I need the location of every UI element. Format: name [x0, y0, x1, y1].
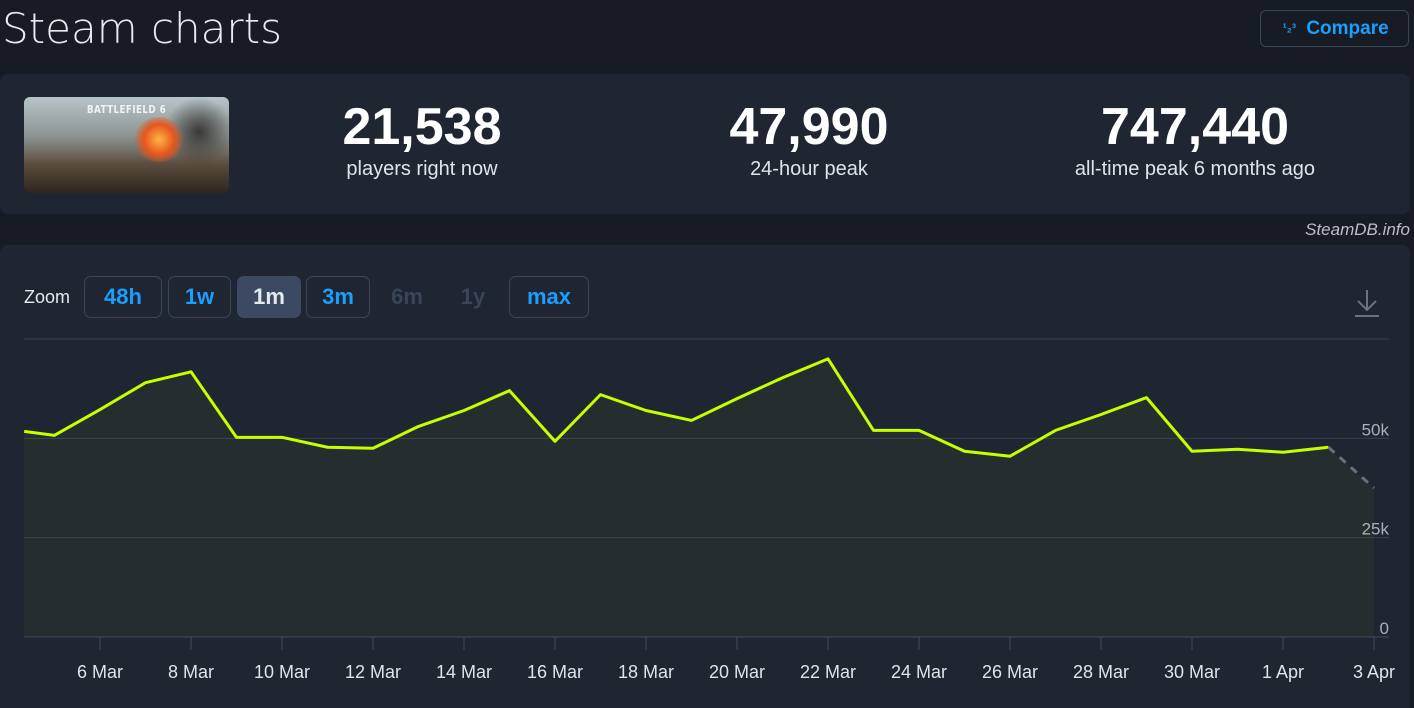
x-tick-label: 26 Mar [982, 662, 1038, 682]
x-tick-label: 10 Mar [254, 662, 310, 682]
compare-button[interactable]: ¹₂³ Compare [1260, 10, 1409, 47]
game-logo: BATTLEFIELD 6 [86, 103, 167, 116]
players-line [23, 357, 1329, 458]
stat-label: 24-hour peak [750, 158, 868, 180]
zoom-button-3m[interactable]: 3m [306, 276, 370, 318]
x-tick-label: 1 Apr [1262, 662, 1304, 682]
stats-panel: BATTLEFIELD 6 21,538 players right now 4… [0, 74, 1410, 214]
stat-label: players right now [346, 158, 498, 180]
x-tick-label: 18 Mar [618, 662, 674, 682]
zoom-button-48h[interactable]: 48h [84, 276, 162, 318]
stat-all-time-peak: 747,440 all-time peak 6 months ago [1045, 98, 1345, 181]
x-tick-label: 3 Apr [1353, 662, 1395, 682]
x-tick-label: 30 Mar [1164, 662, 1220, 682]
projection-line [1327, 446, 1376, 490]
area-fill [24, 358, 1375, 637]
download-icon[interactable] [1354, 288, 1380, 318]
zoom-button-6m: 6m [391, 284, 423, 309]
stat-value: 747,440 [1101, 98, 1289, 156]
zoom-button-1m[interactable]: 1m [237, 276, 301, 318]
y-tick-label: 25k [1362, 520, 1390, 539]
stat-value: 47,990 [729, 98, 889, 156]
y-tick-label: 0 [1380, 619, 1389, 638]
x-tick-label: 8 Mar [168, 662, 214, 682]
zoom-label: Zoom [24, 287, 71, 307]
x-tick-label: 28 Mar [1073, 662, 1129, 682]
stat-current-players: 21,538 players right now [272, 98, 572, 181]
x-tick-label: 20 Mar [709, 662, 765, 682]
compare-label: Compare [1306, 17, 1389, 39]
y-tick-label: 50k [1362, 420, 1390, 439]
zoom-button-max[interactable]: max [509, 276, 589, 318]
x-tick-label: 6 Mar [77, 662, 123, 682]
stat-24h-peak: 47,990 24-hour peak [659, 98, 959, 181]
x-tick-label: 12 Mar [345, 662, 401, 682]
x-tick-label: 24 Mar [891, 662, 947, 682]
x-tick-label: 22 Mar [800, 662, 856, 682]
x-tick-label: 16 Mar [527, 662, 583, 682]
stat-label: all-time peak 6 months ago [1074, 158, 1316, 180]
game-capsule-image[interactable]: BATTLEFIELD 6 [24, 97, 229, 193]
numbers-123-icon: ¹₂³ [1282, 21, 1296, 35]
zoom-button-1w[interactable]: 1w [168, 276, 231, 318]
steamdb-credit[interactable]: SteamDB.info [1305, 220, 1410, 239]
stat-value: 21,538 [342, 98, 502, 156]
zoom-button-1y: 1y [460, 284, 486, 309]
chart-panel [0, 245, 1410, 708]
page-title: Steam charts [2, 4, 283, 53]
x-tick-label: 14 Mar [436, 662, 492, 682]
